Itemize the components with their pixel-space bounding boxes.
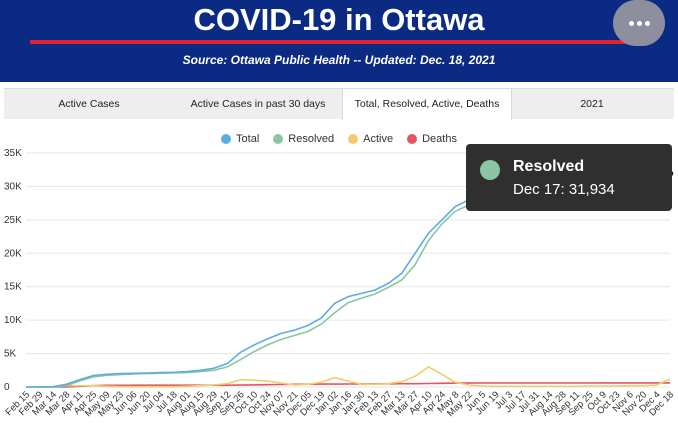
more-options-button[interactable] — [613, 0, 665, 46]
tab-bar: Active Cases Active Cases in past 30 day… — [4, 88, 674, 120]
legend-item-deaths[interactable]: Deaths — [407, 131, 457, 147]
title-underline — [30, 40, 642, 44]
y-tick-label: 35K — [4, 148, 22, 159]
y-tick-label: 10K — [4, 315, 22, 326]
source-caption: Source: Ottawa Public Health -- Updated:… — [182, 53, 496, 67]
tab-active-cases-30-days[interactable]: Active Cases in past 30 days — [190, 98, 326, 110]
tooltip-series-name: Resolved — [513, 158, 585, 175]
legend-label-active: Active — [363, 133, 394, 145]
y-tick-label: 25K — [4, 215, 22, 226]
legend-label-resolved: Resolved — [288, 133, 335, 145]
legend-item-total[interactable]: Total — [221, 131, 259, 147]
y-tick-label: 30K — [4, 181, 22, 192]
legend-dot-active — [348, 134, 359, 144]
tab-active-cases[interactable]: Active Cases — [58, 98, 120, 110]
legend-item-resolved[interactable]: Resolved — [273, 131, 334, 147]
legend-dot-deaths — [407, 134, 418, 144]
more-horizontal-icon — [628, 20, 634, 26]
legend-dot-total — [221, 134, 232, 144]
page-title: COVID-19 in Ottawa — [193, 2, 485, 37]
legend-label-total: Total — [236, 133, 260, 145]
more-horizontal-icon — [644, 20, 650, 26]
more-horizontal-icon — [636, 20, 642, 26]
y-tick-label: 0 — [4, 382, 10, 393]
legend-dot-resolved — [273, 134, 284, 144]
tab-2021[interactable]: 2021 — [580, 98, 604, 110]
dashboard-header: COVID-19 in Ottawa Source: Ottawa Public… — [0, 0, 678, 82]
tab-total-resolved-active-deaths[interactable]: Total, Resolved, Active, Deaths — [342, 88, 512, 120]
chart-legend: Total Resolved Active Deaths — [0, 131, 678, 147]
legend-label-deaths: Deaths — [422, 133, 457, 145]
y-tick-label: 20K — [4, 248, 22, 259]
tooltip-value: Dec 17: 31,934 — [513, 181, 615, 198]
series-line-active — [26, 366, 671, 388]
y-tick-label: 5K — [4, 349, 17, 360]
y-tick-label: 15K — [4, 282, 22, 293]
series-line-deaths — [26, 382, 670, 388]
tooltip-series-dot — [480, 160, 500, 180]
legend-item-active[interactable]: Active — [348, 131, 393, 147]
chart-tooltip: Resolved Dec 17: 31,934 — [466, 144, 672, 211]
